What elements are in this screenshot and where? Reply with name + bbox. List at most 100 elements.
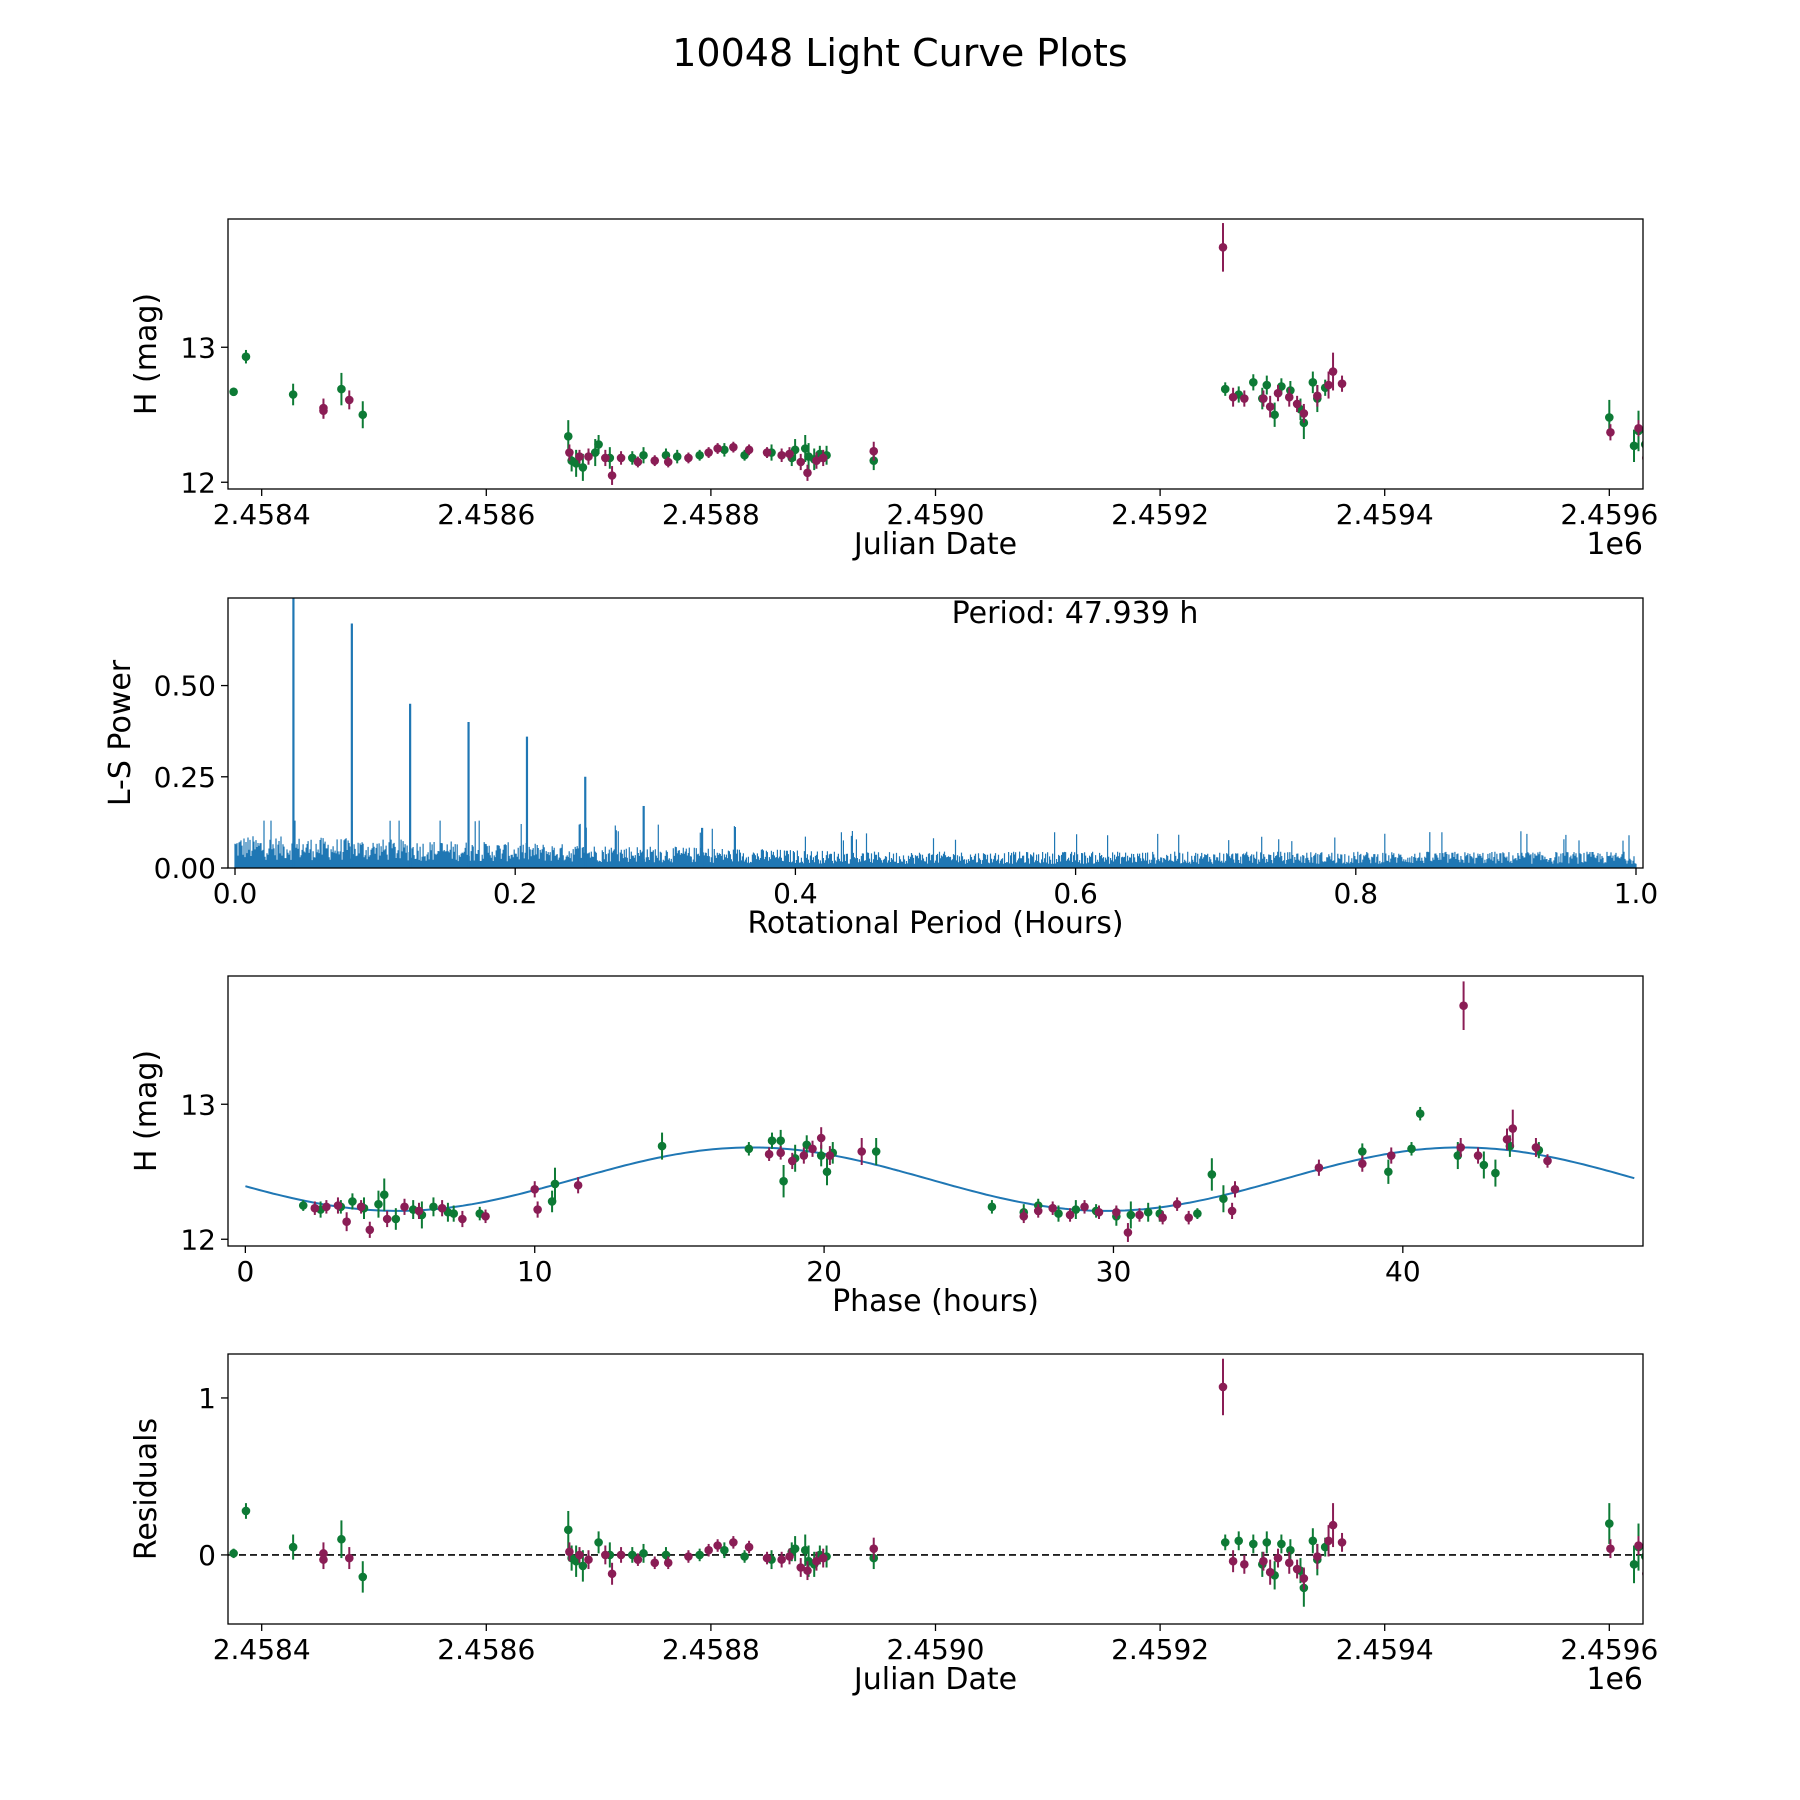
data-point-purple [458,1214,467,1224]
data-point-purple [1019,1212,1029,1221]
data-point-purple [1473,1151,1483,1160]
data-point-green [1286,1545,1295,1555]
data-point-purple [1324,1536,1333,1546]
data-point-purple [633,457,643,467]
data-point-purple [729,442,738,452]
data-point-green [1126,1210,1136,1220]
lightcurve-xtick-label: 2.4592 [1111,498,1209,531]
data-point-green [639,1549,648,1558]
data-point-green [1358,1147,1367,1156]
data-point-purple [808,1144,817,1154]
data-point-purple [1265,402,1275,411]
data-point-purple [1606,1544,1615,1553]
data-point-green [800,1545,810,1555]
data-point-green [337,384,346,394]
data-point-green [1320,1542,1330,1552]
lightcurve-xtick-label: 2.4594 [1336,498,1434,531]
data-point-purple [310,1203,320,1213]
residuals-ytick-label: 0 [198,1539,216,1572]
data-point-green [1071,1205,1081,1214]
residuals-xtick-label: 2.4588 [662,1633,760,1666]
data-point-purple [1634,423,1643,433]
data-point-green [578,1561,588,1571]
data-point-green [816,1151,826,1160]
data-point-purple [1284,392,1294,402]
data-point-green [1262,1538,1272,1547]
lightcurve-ytick-label: 13 [180,331,216,364]
data-point-purple [414,1206,424,1216]
data-point-green [1220,1538,1230,1547]
data-point-purple [762,1553,772,1563]
data-point-purple [729,1538,738,1547]
data-point-purple [1459,1001,1468,1010]
data-point-green [358,410,368,420]
data-point-purple [575,452,584,461]
data-point-green [1219,1194,1228,1204]
periodogram-plot-area [234,598,1637,868]
data-point-purple [1259,1556,1268,1566]
phased-xtick-label: 10 [517,1255,553,1288]
data-point-green [1286,386,1295,395]
data-point-purple [565,1547,574,1557]
data-point-green [1262,380,1272,390]
data-point-purple [1218,243,1228,252]
data-point-purple [607,1569,617,1579]
data-point-purple [342,1217,351,1226]
data-point-green [1407,1144,1416,1154]
periodogram-frame [227,597,1644,869]
data-point-purple [481,1212,490,1221]
phased-panel: 0 10 20 30 40 12 13 Phase (hours) H (mag) [129,975,1644,1319]
data-point-purple [816,1133,826,1143]
data-point-purple [584,1555,593,1564]
data-point-green [639,450,648,460]
data-point-purple [1033,1206,1043,1216]
data-point-green [429,1202,438,1212]
lightcurve-xtick-label: 2.4584 [213,498,311,531]
data-point-purple [1386,1151,1396,1160]
data-point-purple [1502,1135,1512,1144]
periodogram-xtick-label: 0.4 [773,877,818,910]
data-point-purple [573,1180,583,1190]
data-point-green [379,1190,389,1199]
data-point-green [358,1572,368,1582]
data-point-purple [1228,392,1238,402]
data-point-purple [1080,1202,1089,1212]
data-point-green [1415,1109,1425,1118]
data-point-purple [1314,1163,1324,1172]
data-point-purple [616,1550,626,1560]
data-point-green [1308,1536,1318,1546]
data-point-purple [713,444,722,453]
data-point-green [720,445,729,455]
phased-xtick-label: 0 [236,1255,254,1288]
residuals-xtick-label: 2.4592 [1111,1633,1209,1666]
data-point-purple [777,1555,786,1564]
residuals-xtick-label: 2.4586 [437,1633,535,1666]
data-point-purple [1313,391,1322,401]
data-point-purple [533,1205,542,1214]
data-point-purple [1543,1156,1552,1166]
data-point-purple [333,1201,343,1210]
data-point-purple [1456,1143,1465,1152]
data-point-purple [777,450,786,460]
data-point-purple [601,1550,610,1560]
data-point-green [720,1545,729,1555]
data-point-green [1491,1168,1500,1178]
data-point-purple [818,453,828,463]
data-point-purple [1240,394,1249,403]
data-point-green [1277,1539,1286,1549]
data-point-purple [400,1202,409,1212]
data-point-purple [1328,1520,1338,1530]
data-point-green [594,1538,603,1547]
data-point-purple [799,1151,809,1160]
period-annotation: Period: 47.939 h [952,596,1199,631]
data-point-purple [1299,1574,1309,1583]
periodogram-ytick-label: 0.00 [154,852,216,885]
data-point-green [740,1552,749,1561]
data-point-green [563,1525,573,1535]
data-point-green [1299,418,1309,428]
data-point-purple [382,1214,392,1224]
lightcurve-ylabel: H (mag) [129,293,164,415]
data-point-purple [812,1556,821,1566]
data-point-purple [650,1558,660,1568]
